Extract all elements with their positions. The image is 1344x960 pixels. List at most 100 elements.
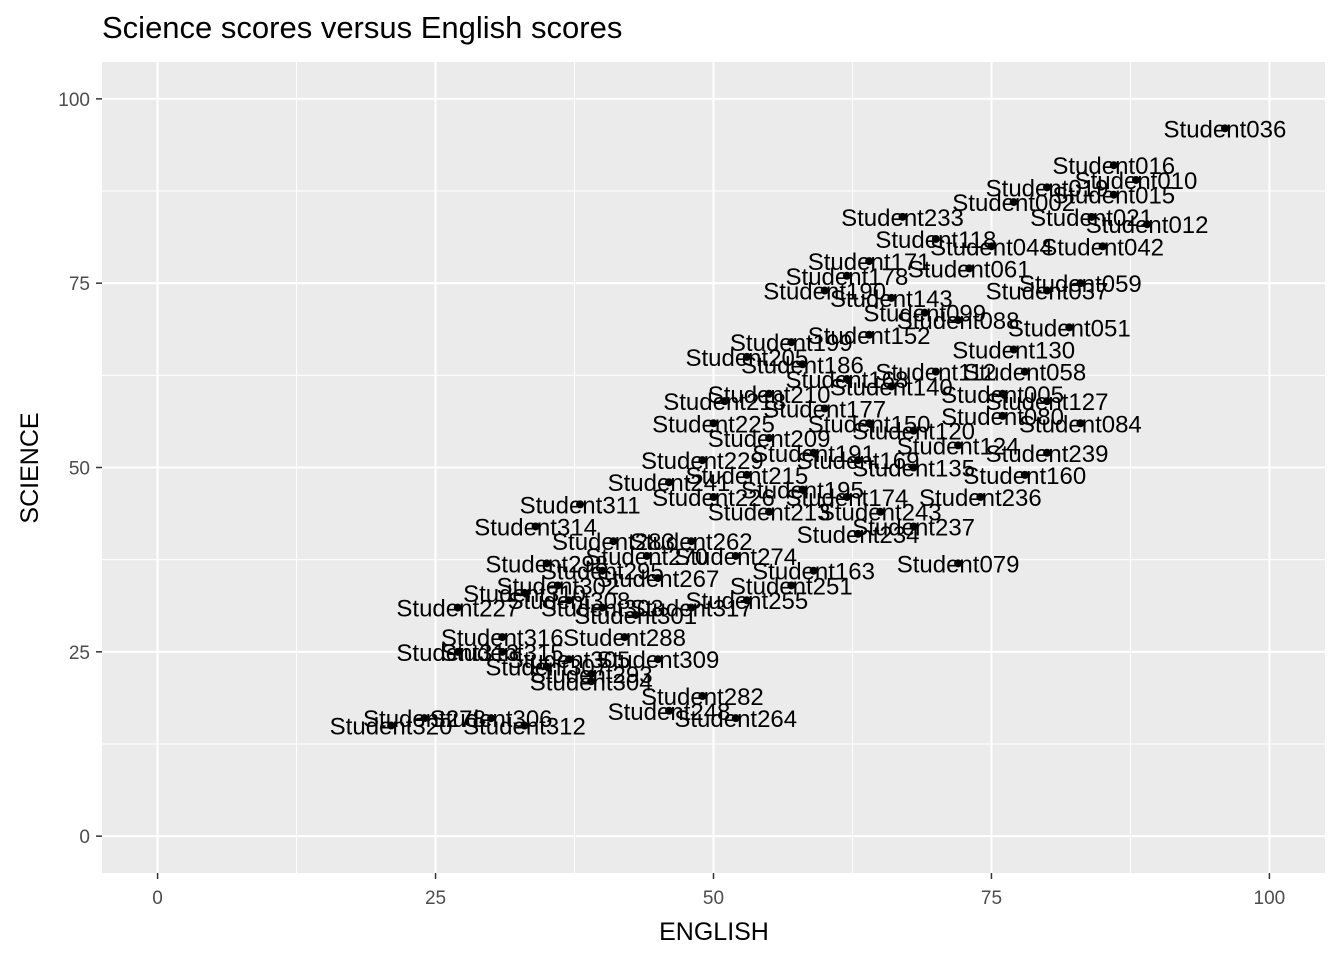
x-tick-label: 50 [703, 888, 724, 909]
point-label: Student152 [808, 323, 931, 350]
data-point [1009, 345, 1018, 354]
data-point [453, 603, 462, 612]
data-point [765, 507, 774, 516]
point-label: Student237 [852, 514, 975, 541]
data-point [553, 581, 562, 590]
point-label: Student213 [708, 500, 831, 527]
data-point [587, 669, 596, 678]
point-label: Student118 [875, 227, 996, 254]
data-point [698, 692, 707, 701]
point-label: Student313 [396, 640, 519, 667]
data-point [498, 647, 507, 656]
data-point [665, 478, 674, 487]
data-point [687, 537, 696, 546]
data-point [1109, 190, 1118, 199]
point-label: Student002 [952, 190, 1075, 217]
point-label: Student205 [685, 345, 808, 372]
point-label: Student320 [330, 714, 453, 741]
chart-title: Science scores versus English scores [102, 10, 623, 45]
point-label: Student190 [763, 279, 886, 306]
data-point [842, 271, 851, 280]
point-label: Student010 [1075, 168, 1198, 195]
data-point [731, 714, 740, 723]
data-point [765, 434, 774, 443]
point-label: Student150 [808, 411, 931, 438]
point-label: Student084 [1019, 411, 1142, 438]
data-point [1043, 397, 1052, 406]
data-point [609, 537, 618, 546]
y-axis-title: SCIENCE [16, 412, 44, 523]
point-label: Student288 [563, 625, 686, 652]
point-label: Student234 [797, 522, 920, 549]
point-label: Student169 [797, 448, 920, 475]
point-label: Student274 [674, 544, 797, 571]
point-label: Student058 [963, 360, 1086, 387]
point-label: Student315 [441, 640, 564, 667]
major-grid [102, 62, 1325, 873]
data-point [1043, 448, 1052, 457]
point-label: Student316 [441, 625, 564, 652]
point-label: Student079 [897, 551, 1020, 578]
point-label: Student308 [508, 588, 631, 615]
data-point [687, 603, 696, 612]
point-label: Student305 [508, 647, 631, 674]
y-tick-label: 25 [69, 643, 90, 664]
point-label: Student160 [963, 463, 1086, 490]
point-label: Student312 [463, 714, 586, 741]
point-label: Student255 [685, 588, 808, 615]
data-point [653, 655, 662, 664]
point-label: Student051 [1008, 315, 1131, 342]
data-point [854, 456, 863, 465]
data-point [564, 655, 573, 664]
data-point [842, 492, 851, 501]
point-label: Student130 [952, 338, 1075, 365]
data-point [576, 500, 585, 509]
x-tick-label: 75 [981, 888, 1002, 909]
y-tick-label: 50 [69, 459, 90, 480]
point-label: Student295 [541, 559, 664, 586]
point-label: Student112 [875, 360, 996, 387]
data-point [731, 551, 740, 560]
point-label: Student177 [763, 397, 886, 424]
point-label: Student186 [741, 352, 864, 379]
x-tick-label: 0 [152, 888, 163, 909]
point-label: Student304 [530, 669, 653, 696]
data-points [387, 124, 1229, 730]
data-point [976, 492, 985, 501]
point-label: Student061 [908, 256, 1031, 283]
point-label: Student293 [530, 662, 653, 689]
point-label: Student168 [786, 367, 909, 394]
data-point [887, 293, 896, 302]
data-point [453, 647, 462, 656]
point-label: Student311 [520, 492, 641, 519]
data-point [387, 721, 396, 730]
point-label: Student171 [808, 249, 931, 276]
point-label: Student036 [1164, 116, 1287, 143]
data-point [631, 610, 640, 619]
point-label: Student225 [652, 411, 775, 438]
data-point [665, 706, 674, 715]
point-label: Student301 [574, 603, 697, 630]
data-point [542, 662, 551, 671]
point-label: Student099 [863, 301, 986, 328]
point-label: Student243 [819, 500, 942, 527]
point-label: Student135 [852, 456, 975, 483]
data-point [420, 714, 429, 723]
point-label: Student080 [941, 404, 1064, 431]
data-point [965, 264, 974, 273]
point-label: Student307 [485, 655, 608, 682]
y-tick-label: 100 [58, 90, 90, 111]
data-point [787, 338, 796, 347]
point-label: Student042 [1041, 234, 1164, 261]
point-label: Student019 [986, 175, 1109, 202]
data-point [564, 596, 573, 605]
point-label: Student178 [786, 264, 909, 291]
data-point [1065, 323, 1074, 332]
point-label: Student248 [608, 699, 731, 726]
data-point [954, 316, 963, 325]
data-point [865, 257, 874, 266]
point-label: Student306 [430, 706, 553, 733]
data-point [620, 633, 629, 642]
data-point [987, 242, 996, 251]
data-point [1009, 198, 1018, 207]
